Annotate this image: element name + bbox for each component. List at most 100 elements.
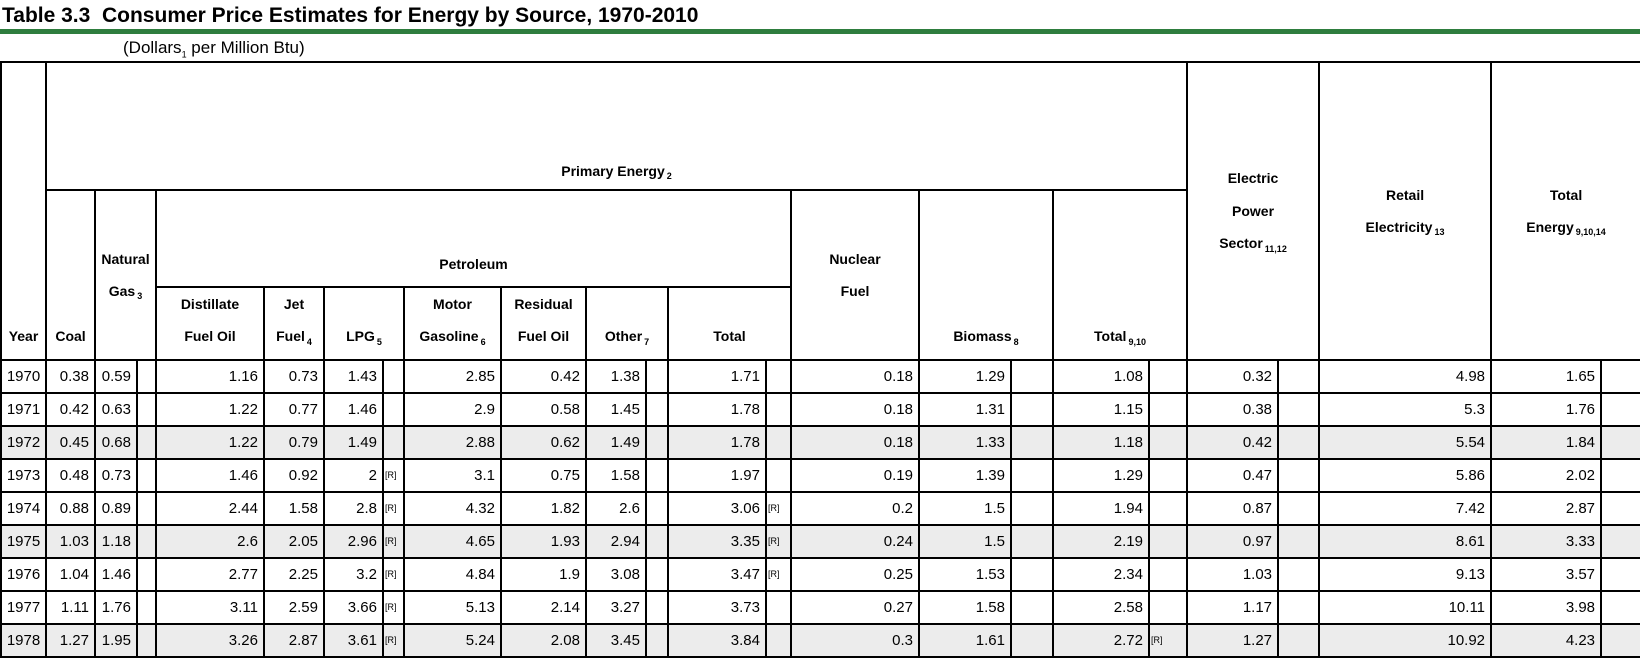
te-cell: 2.87 <box>1490 490 1603 526</box>
otherf-cell <box>645 358 669 394</box>
retail-cell: 5.86 <box>1318 457 1493 493</box>
biof-cell <box>1010 523 1054 559</box>
jet-cell: 0.77 <box>263 391 325 427</box>
year-cell: 1978 <box>0 622 47 658</box>
lpg-cell: 1.46 <box>323 391 384 427</box>
lpg-cell: 3.61 <box>323 622 384 658</box>
ptot-cell: 1.71 <box>667 358 767 394</box>
page-title: Table 3.3 Consumer Price Estimates for E… <box>2 4 699 27</box>
nuc-cell: 0.19 <box>790 457 920 493</box>
lpgf-cell <box>382 358 405 394</box>
col-header-primary-total: Total 9,10 <box>1051 189 1189 361</box>
ptotf-cell <box>765 358 792 394</box>
table-row-1970: 1970 0.38 0.59 1.16 0.73 1.43 2.85 0.42 1.38 1.71… <box>0 358 1640 394</box>
te-cell: 2.02 <box>1490 457 1603 493</box>
other-cell: 3.45 <box>585 622 647 658</box>
tef-cell <box>1600 622 1640 658</box>
otherf-cell <box>645 424 669 460</box>
retail-cell: 9.13 <box>1318 556 1493 592</box>
jet-cell: 0.92 <box>263 457 325 493</box>
col-header-coal: Coal <box>45 189 96 361</box>
table-units-subtitle: (Dollars1 per Million Btu) <box>123 38 305 60</box>
resid-cell: 1.93 <box>500 523 587 559</box>
epsf-cell <box>1277 523 1321 559</box>
col-header-residual-fuel-oil: Residual Fuel Oil <box>500 286 587 361</box>
ptot-cell: 1.78 <box>667 391 767 427</box>
lpgf-cell <box>382 391 405 427</box>
eps-cell: 0.38 <box>1186 391 1280 427</box>
coal-cell: 0.48 <box>45 457 96 493</box>
resid-cell: 0.75 <box>500 457 587 493</box>
lpg-cell: 1.43 <box>323 358 384 394</box>
tot-cell: 2.72 <box>1052 622 1150 658</box>
te-cell: 1.65 <box>1490 358 1603 394</box>
tef-cell <box>1600 589 1640 625</box>
table-row-1973: 1973 0.48 0.73 1.46 0.92 2 [R] 3.1 0.75 1.58 1.97 0… <box>0 457 1640 493</box>
dist-cell: 3.26 <box>155 622 265 658</box>
year-cell: 1976 <box>0 556 47 592</box>
te-cell: 4.23 <box>1490 622 1603 658</box>
epsf-cell <box>1277 589 1321 625</box>
ptotf-cell: [R] <box>765 556 792 592</box>
tot-cell: 2.19 <box>1052 523 1150 559</box>
retail-cell: 8.61 <box>1318 523 1493 559</box>
col-header-other: Other 7 <box>585 286 669 361</box>
resid-cell: 0.42 <box>500 358 587 394</box>
eps-cell: 0.87 <box>1186 490 1280 526</box>
bio-cell: 1.31 <box>918 391 1012 427</box>
dist-cell: 1.16 <box>155 358 265 394</box>
ng-cell: 1.95 <box>94 622 138 658</box>
nuc-cell: 0.18 <box>790 358 920 394</box>
resid-cell: 2.14 <box>500 589 587 625</box>
year-cell: 1974 <box>0 490 47 526</box>
totf-cell: [R] <box>1147 622 1189 658</box>
other-cell: 3.27 <box>585 589 647 625</box>
resid-cell: 1.9 <box>500 556 587 592</box>
tot-cell: 1.94 <box>1052 490 1150 526</box>
retail-cell: 10.92 <box>1318 622 1493 658</box>
col-header-electric-power-sector: Electric Power Sector 11,12 <box>1186 61 1321 361</box>
tot-cell: 2.58 <box>1052 589 1150 625</box>
lpgf-cell: [R] <box>382 589 405 625</box>
year-cell: 1972 <box>0 424 47 460</box>
ngf-cell <box>136 490 157 526</box>
biof-cell <box>1010 424 1054 460</box>
bio-cell: 1.39 <box>918 457 1012 493</box>
te-cell: 3.98 <box>1490 589 1603 625</box>
ptot-cell: 3.35 <box>667 523 767 559</box>
tef-cell <box>1600 490 1640 526</box>
table-row-1971: 1971 0.42 0.63 1.22 0.77 1.46 2.9 0.58 1.45 1.78 0… <box>0 391 1640 427</box>
ngf-cell <box>136 589 157 625</box>
jet-cell: 2.05 <box>263 523 325 559</box>
bio-cell: 1.5 <box>918 523 1012 559</box>
epsf-cell <box>1277 424 1321 460</box>
lpg-cell: 3.66 <box>323 589 384 625</box>
gas-cell: 5.13 <box>403 589 502 625</box>
coal-cell: 0.38 <box>45 358 96 394</box>
gas-cell: 4.32 <box>403 490 502 526</box>
dist-cell: 1.22 <box>155 391 265 427</box>
biof-cell <box>1010 589 1054 625</box>
dist-cell: 2.77 <box>155 556 265 592</box>
tef-cell <box>1600 391 1640 427</box>
eps-cell: 1.27 <box>1186 622 1280 658</box>
gas-cell: 4.84 <box>403 556 502 592</box>
other-cell: 1.49 <box>585 424 647 460</box>
bio-cell: 1.5 <box>918 490 1012 526</box>
retail-cell: 10.11 <box>1318 589 1493 625</box>
col-header-petroleum-total: Total <box>667 286 792 361</box>
lpg-cell: 2 <box>323 457 384 493</box>
coal-cell: 1.03 <box>45 523 96 559</box>
jet-cell: 1.58 <box>263 490 325 526</box>
nuc-cell: 0.24 <box>790 523 920 559</box>
ng-cell: 0.59 <box>94 358 138 394</box>
lpg-cell: 2.8 <box>323 490 384 526</box>
resid-cell: 0.62 <box>500 424 587 460</box>
other-cell: 1.38 <box>585 358 647 394</box>
retail-cell: 7.42 <box>1318 490 1493 526</box>
totf-cell <box>1147 589 1189 625</box>
biof-cell <box>1010 457 1054 493</box>
ng-cell: 0.73 <box>94 457 138 493</box>
totf-cell <box>1147 358 1189 394</box>
ngf-cell <box>136 457 157 493</box>
